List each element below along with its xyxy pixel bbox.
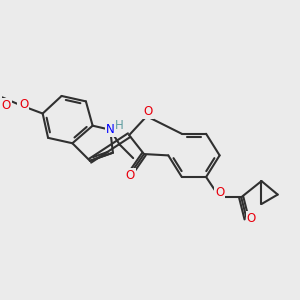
Text: O: O xyxy=(19,98,28,111)
Text: N: N xyxy=(106,123,115,136)
Text: O: O xyxy=(2,99,11,112)
Text: O: O xyxy=(247,212,256,225)
Text: H: H xyxy=(115,119,124,132)
Text: O: O xyxy=(215,186,224,199)
Text: O: O xyxy=(143,105,153,118)
Text: O: O xyxy=(126,169,135,182)
Text: O: O xyxy=(18,99,27,112)
